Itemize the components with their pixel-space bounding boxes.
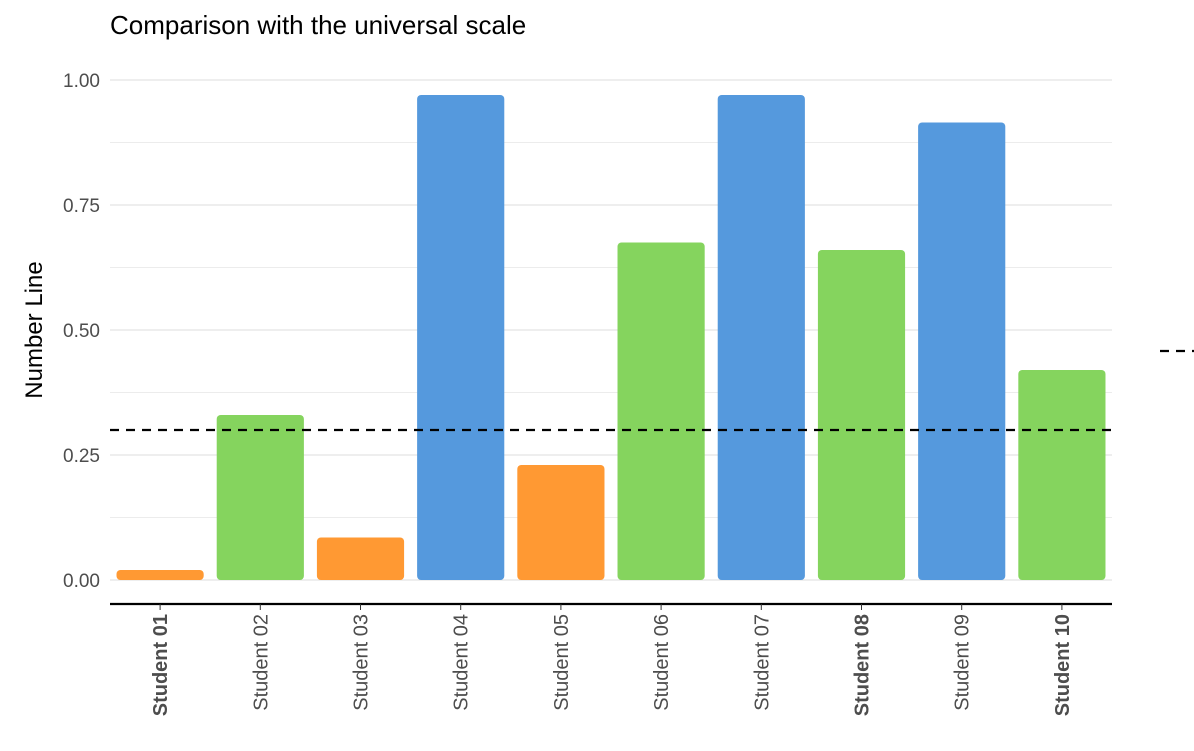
x-tick-label: Student 07	[751, 614, 773, 711]
bars	[116, 95, 1106, 580]
bar	[216, 415, 304, 580]
chart-title: Comparison with the universal scale	[110, 10, 527, 40]
bar	[617, 242, 705, 580]
bar	[316, 537, 405, 580]
x-tick-label: Student 06	[651, 614, 673, 711]
y-tick-label: 1.00	[63, 71, 100, 92]
y-tick-label: 0.25	[63, 446, 100, 467]
y-tick-label: 0.50	[63, 321, 100, 342]
x-axis-labels: Student 01 Student 02 Student 03 Student 04…	[150, 614, 1074, 716]
bar	[717, 95, 805, 580]
bar	[918, 122, 1006, 580]
x-tick-label: Student 10	[1052, 614, 1074, 716]
bar	[517, 465, 605, 580]
bar	[1018, 370, 1106, 580]
x-tick-label: Student 08	[852, 614, 874, 716]
bar	[817, 250, 906, 580]
x-tick-label: Student 04	[451, 614, 473, 711]
y-tick-label: 0.75	[63, 196, 100, 217]
x-tick-label: Student 09	[952, 614, 974, 711]
x-tick-label: Student 05	[551, 614, 573, 711]
bar	[417, 95, 505, 580]
y-tick-label: 0.00	[63, 571, 100, 592]
y-axis-label: Number Line	[21, 261, 48, 398]
x-tick-label: Student 01	[150, 614, 172, 716]
x-tick-label: Student 02	[250, 614, 272, 711]
y-axis-ticks: 0.00 0.25 0.50 0.75 1.00	[63, 71, 100, 592]
bar	[116, 570, 204, 580]
x-axis	[110, 602, 1112, 610]
x-tick-label: Student 03	[351, 614, 373, 711]
